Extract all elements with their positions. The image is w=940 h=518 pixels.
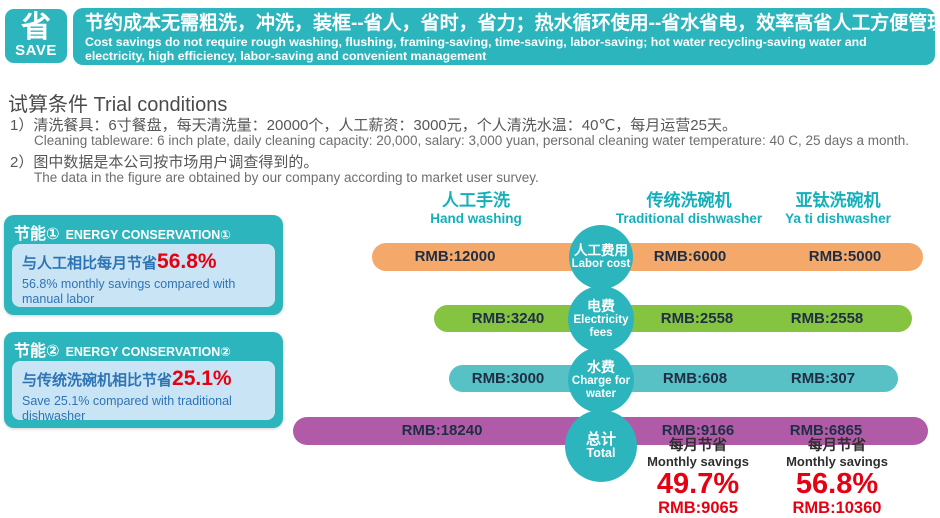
value-labor-traditional: RMB:6000 <box>653 248 727 265</box>
column-header-zh: 人工手洗 <box>441 191 510 210</box>
bar-water-charge <box>449 365 898 392</box>
category-zh: 人工费用 <box>574 243 628 259</box>
column-header-hand-washing: 人工手洗 Hand washing <box>430 191 522 227</box>
savings-percent: 49.7% <box>656 468 740 500</box>
energy-box-1-claim: 与人工相比每月节省56.8% <box>22 250 265 274</box>
category-en: Electricity fees <box>573 314 629 339</box>
category-circle-electricity: 电费 Electricity fees <box>568 286 634 352</box>
value-water-traditional: RMB:608 <box>662 370 728 387</box>
energy-box-2-header: 节能② ENERGY CONSERVATION② <box>4 332 283 361</box>
savings-en: Monthly savings <box>786 454 888 469</box>
column-header-en: Ya ti dishwasher <box>785 211 891 226</box>
category-en: Charge for water <box>571 375 631 400</box>
trial-conditions-title: 试算条件 Trial conditions <box>8 94 228 116</box>
save-badge-en: SAVE <box>15 41 57 59</box>
header-title-zh: 节约成本无需粗洗，冲洗，装框--省人，省时，省力；热水循环使用--省水省电，效率… <box>85 13 940 34</box>
energy-box-2-label: ENERGY CONSERVATION② <box>65 345 231 359</box>
value-total-hand: RMB:18240 <box>401 422 483 439</box>
savings-zh: 每月节省 <box>668 438 727 454</box>
energy-box-1-tag: 节能① <box>14 226 60 243</box>
category-circle-total: 总计 Total <box>565 410 637 482</box>
category-zh: 电费 <box>587 298 615 314</box>
monthly-savings-traditional: 每月节省 Monthly savings 49.7% RMB:9065 <box>647 438 749 517</box>
energy-box-1-header: 节能① ENERGY CONSERVATION① <box>4 215 283 244</box>
save-badge: 省 SAVE <box>5 9 67 63</box>
category-en: Labor cost <box>571 258 631 271</box>
bar-electricity-fees <box>434 305 912 332</box>
energy-box-1-body: 与人工相比每月节省56.8% 56.8% monthly savings com… <box>12 244 275 307</box>
trial-item1-en: Cleaning tableware: 6 inch plate, daily … <box>34 133 910 148</box>
monthly-savings-yati: 每月节省 Monthly savings 56.8% RMB:10360 <box>786 438 888 517</box>
value-electricity-traditional: RMB:2558 <box>660 310 734 327</box>
header-banner: 节约成本无需粗洗，冲洗，装框--省人，省时，省力；热水循环使用--省水省电，效率… <box>73 8 940 65</box>
column-header-zh: 亚钛洗碗机 <box>795 191 881 210</box>
energy-box-1-percent: 56.8% <box>157 250 217 273</box>
savings-amount: RMB:10360 <box>792 499 882 517</box>
savings-zh: 每月节省 <box>807 438 866 454</box>
energy-box-2-percent: 25.1% <box>172 367 232 390</box>
trial-item2-zh: 2）图中数据是本公司按市场用户调查得到的。 <box>10 154 319 171</box>
energy-box-1-claim-en: 56.8% monthly savings compared with manu… <box>22 277 236 306</box>
column-header-yati: 亚钛洗碗机 Ya ti dishwasher <box>785 191 891 227</box>
column-header-zh: 传统洗碗机 <box>646 191 732 210</box>
energy-box-2-body: 与传统洗碗机相比节省25.1% Save 25.1% compared with… <box>12 361 275 423</box>
value-labor-yati: RMB:5000 <box>808 248 882 265</box>
trial-item2-en: The data in the figure are obtained by o… <box>34 170 539 185</box>
value-total-yati: RMB:6865 <box>789 422 863 439</box>
column-header-traditional: 传统洗碗机 Traditional dishwasher <box>616 191 762 227</box>
category-en: Total <box>586 446 616 461</box>
savings-percent: 56.8% <box>795 468 879 500</box>
energy-box-2-claim-en: Save 25.1% compared with traditional dis… <box>22 394 232 423</box>
energy-box-1-claim-zh: 与人工相比每月节省 <box>22 255 158 272</box>
savings-en: Monthly savings <box>647 454 749 469</box>
savings-amount: RMB:9065 <box>658 499 738 517</box>
category-zh: 总计 <box>585 431 616 449</box>
category-circle-labor-cost: 人工费用 Labor cost <box>569 225 633 289</box>
header-title-en: Cost savings do not require rough washin… <box>85 35 867 63</box>
energy-box-1-label: ENERGY CONSERVATION① <box>65 228 231 242</box>
energy-box-2-tag: 节能② <box>14 343 60 360</box>
energy-conservation-box-1: 节能① ENERGY CONSERVATION① 与人工相比每月节省56.8% 5… <box>4 215 283 315</box>
category-circle-water: 水费 Charge for water <box>568 347 634 413</box>
value-total-traditional: RMB:9166 <box>661 422 735 439</box>
value-water-hand: RMB:3000 <box>471 370 545 387</box>
bar-labor-cost <box>372 243 923 271</box>
energy-box-2-claim-zh: 与传统洗碗机相比节省 <box>22 372 173 389</box>
category-zh: 水费 <box>587 359 615 375</box>
value-water-yati: RMB:307 <box>790 370 856 387</box>
value-labor-hand: RMB:12000 <box>414 248 496 265</box>
value-electricity-yati: RMB:2558 <box>790 310 864 327</box>
save-badge-zh: 省 <box>21 10 51 44</box>
energy-conservation-box-2: 节能② ENERGY CONSERVATION② 与传统洗碗机相比节省25.1% … <box>4 332 283 428</box>
column-header-en: Traditional dishwasher <box>615 211 763 226</box>
column-header-en: Hand washing <box>430 211 522 226</box>
energy-box-2-claim: 与传统洗碗机相比节省25.1% <box>22 367 265 391</box>
value-electricity-hand: RMB:3240 <box>471 310 545 327</box>
trial-item1-zh: 1）清洗餐具：6寸餐盘，每天清洗量：20000个，人工薪资：3000元，个人清洗… <box>10 117 737 134</box>
